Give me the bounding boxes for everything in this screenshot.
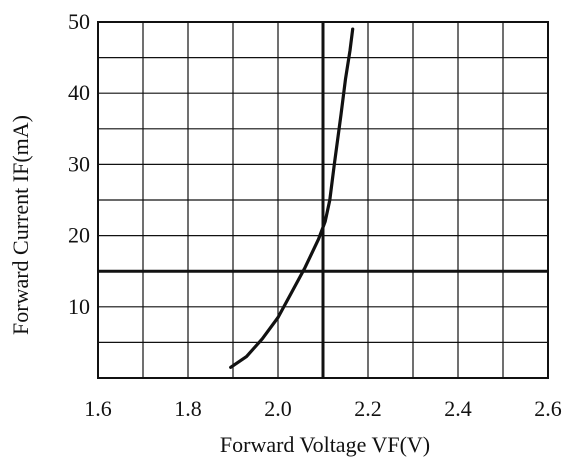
ticks-layer: 1.6 1.8 2.0 2.2 2.4 2.6 10 20 30 40 50 [68,9,562,421]
y-tick-label: 20 [68,223,90,248]
x-tick-label: 1.8 [174,396,202,421]
x-tick-label: 2.4 [444,396,472,421]
y-tick-label: 50 [68,9,90,34]
axes-layer [97,21,549,379]
x-tick-label: 2.6 [534,396,562,421]
iv-curve-line [229,27,355,369]
y-tick-label: 40 [68,80,90,105]
x-tick-label: 2.0 [264,396,292,421]
x-tick-label: 2.2 [354,396,382,421]
y-tick-label: 10 [68,294,90,319]
y-axis-label: Forward Current IF(mA) [8,115,33,335]
series-layer [229,27,355,369]
y-tick-label: 30 [68,151,90,176]
x-tick-label: 1.6 [84,396,112,421]
x-axis-label: Forward Voltage VF(V) [220,432,430,457]
